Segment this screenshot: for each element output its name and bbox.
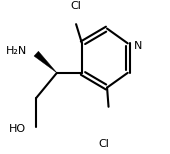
Text: Cl: Cl xyxy=(99,139,109,149)
Text: H₂N: H₂N xyxy=(6,46,27,56)
Polygon shape xyxy=(34,51,57,73)
Text: HO: HO xyxy=(9,124,26,134)
Text: N: N xyxy=(134,41,142,51)
Text: Cl: Cl xyxy=(71,1,81,11)
